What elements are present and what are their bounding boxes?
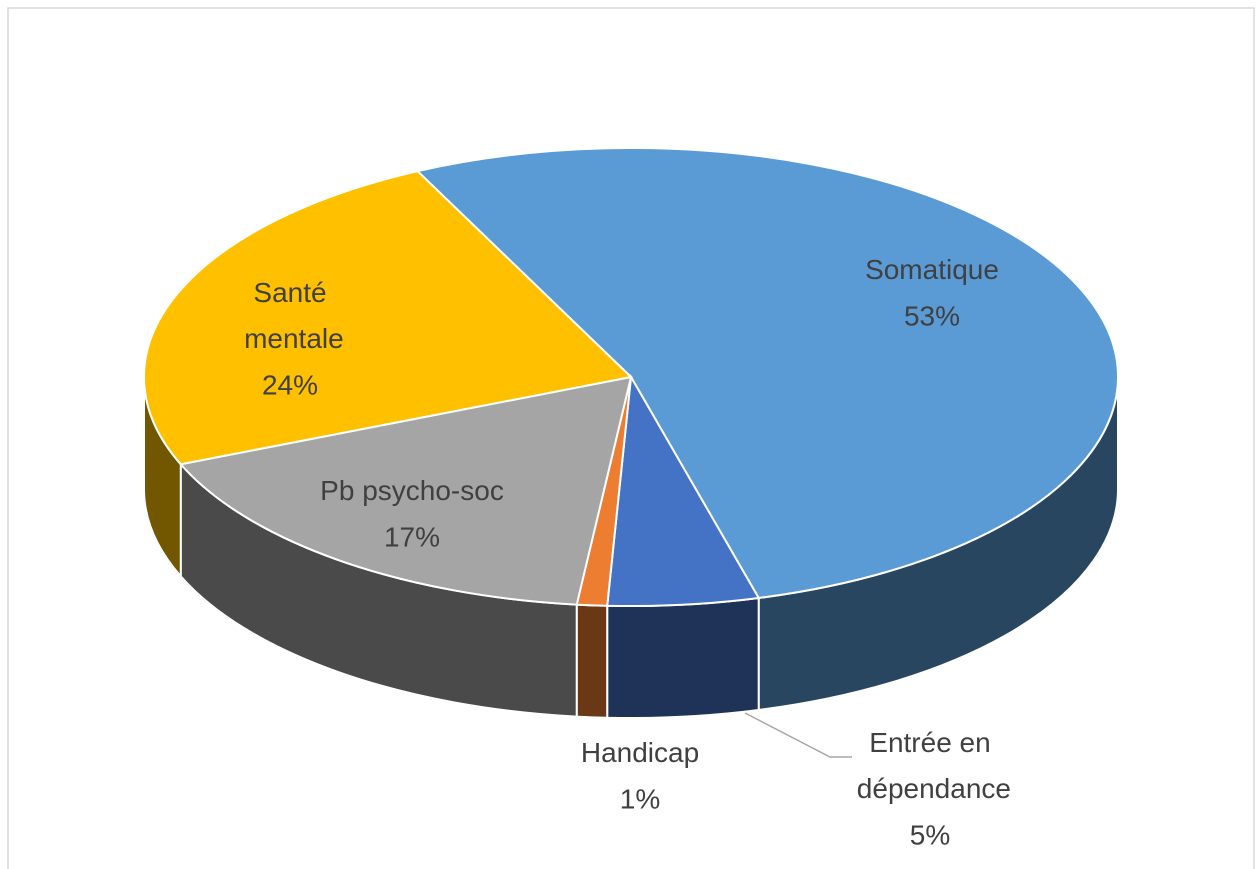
value-label: 53%	[904, 300, 960, 331]
pie-slice	[606, 373, 761, 607]
pie-slice	[178, 375, 633, 606]
leader-line	[744, 712, 852, 758]
pie-side	[606, 596, 760, 719]
pie-slice	[143, 170, 634, 466]
category-label: Entrée en dépendance	[849, 727, 1011, 804]
pie-side	[575, 603, 609, 719]
category-label: Handicap	[581, 737, 699, 768]
category-label: Pb psycho-soc	[320, 475, 504, 506]
value-label: 5%	[910, 819, 950, 850]
category-label: Santé mentale	[236, 277, 343, 354]
value-label: 24%	[262, 369, 318, 400]
value-label: 1%	[620, 783, 660, 814]
value-label: 17%	[384, 521, 440, 552]
pie-slice	[415, 147, 1119, 600]
category-label: Somatique	[865, 254, 999, 285]
